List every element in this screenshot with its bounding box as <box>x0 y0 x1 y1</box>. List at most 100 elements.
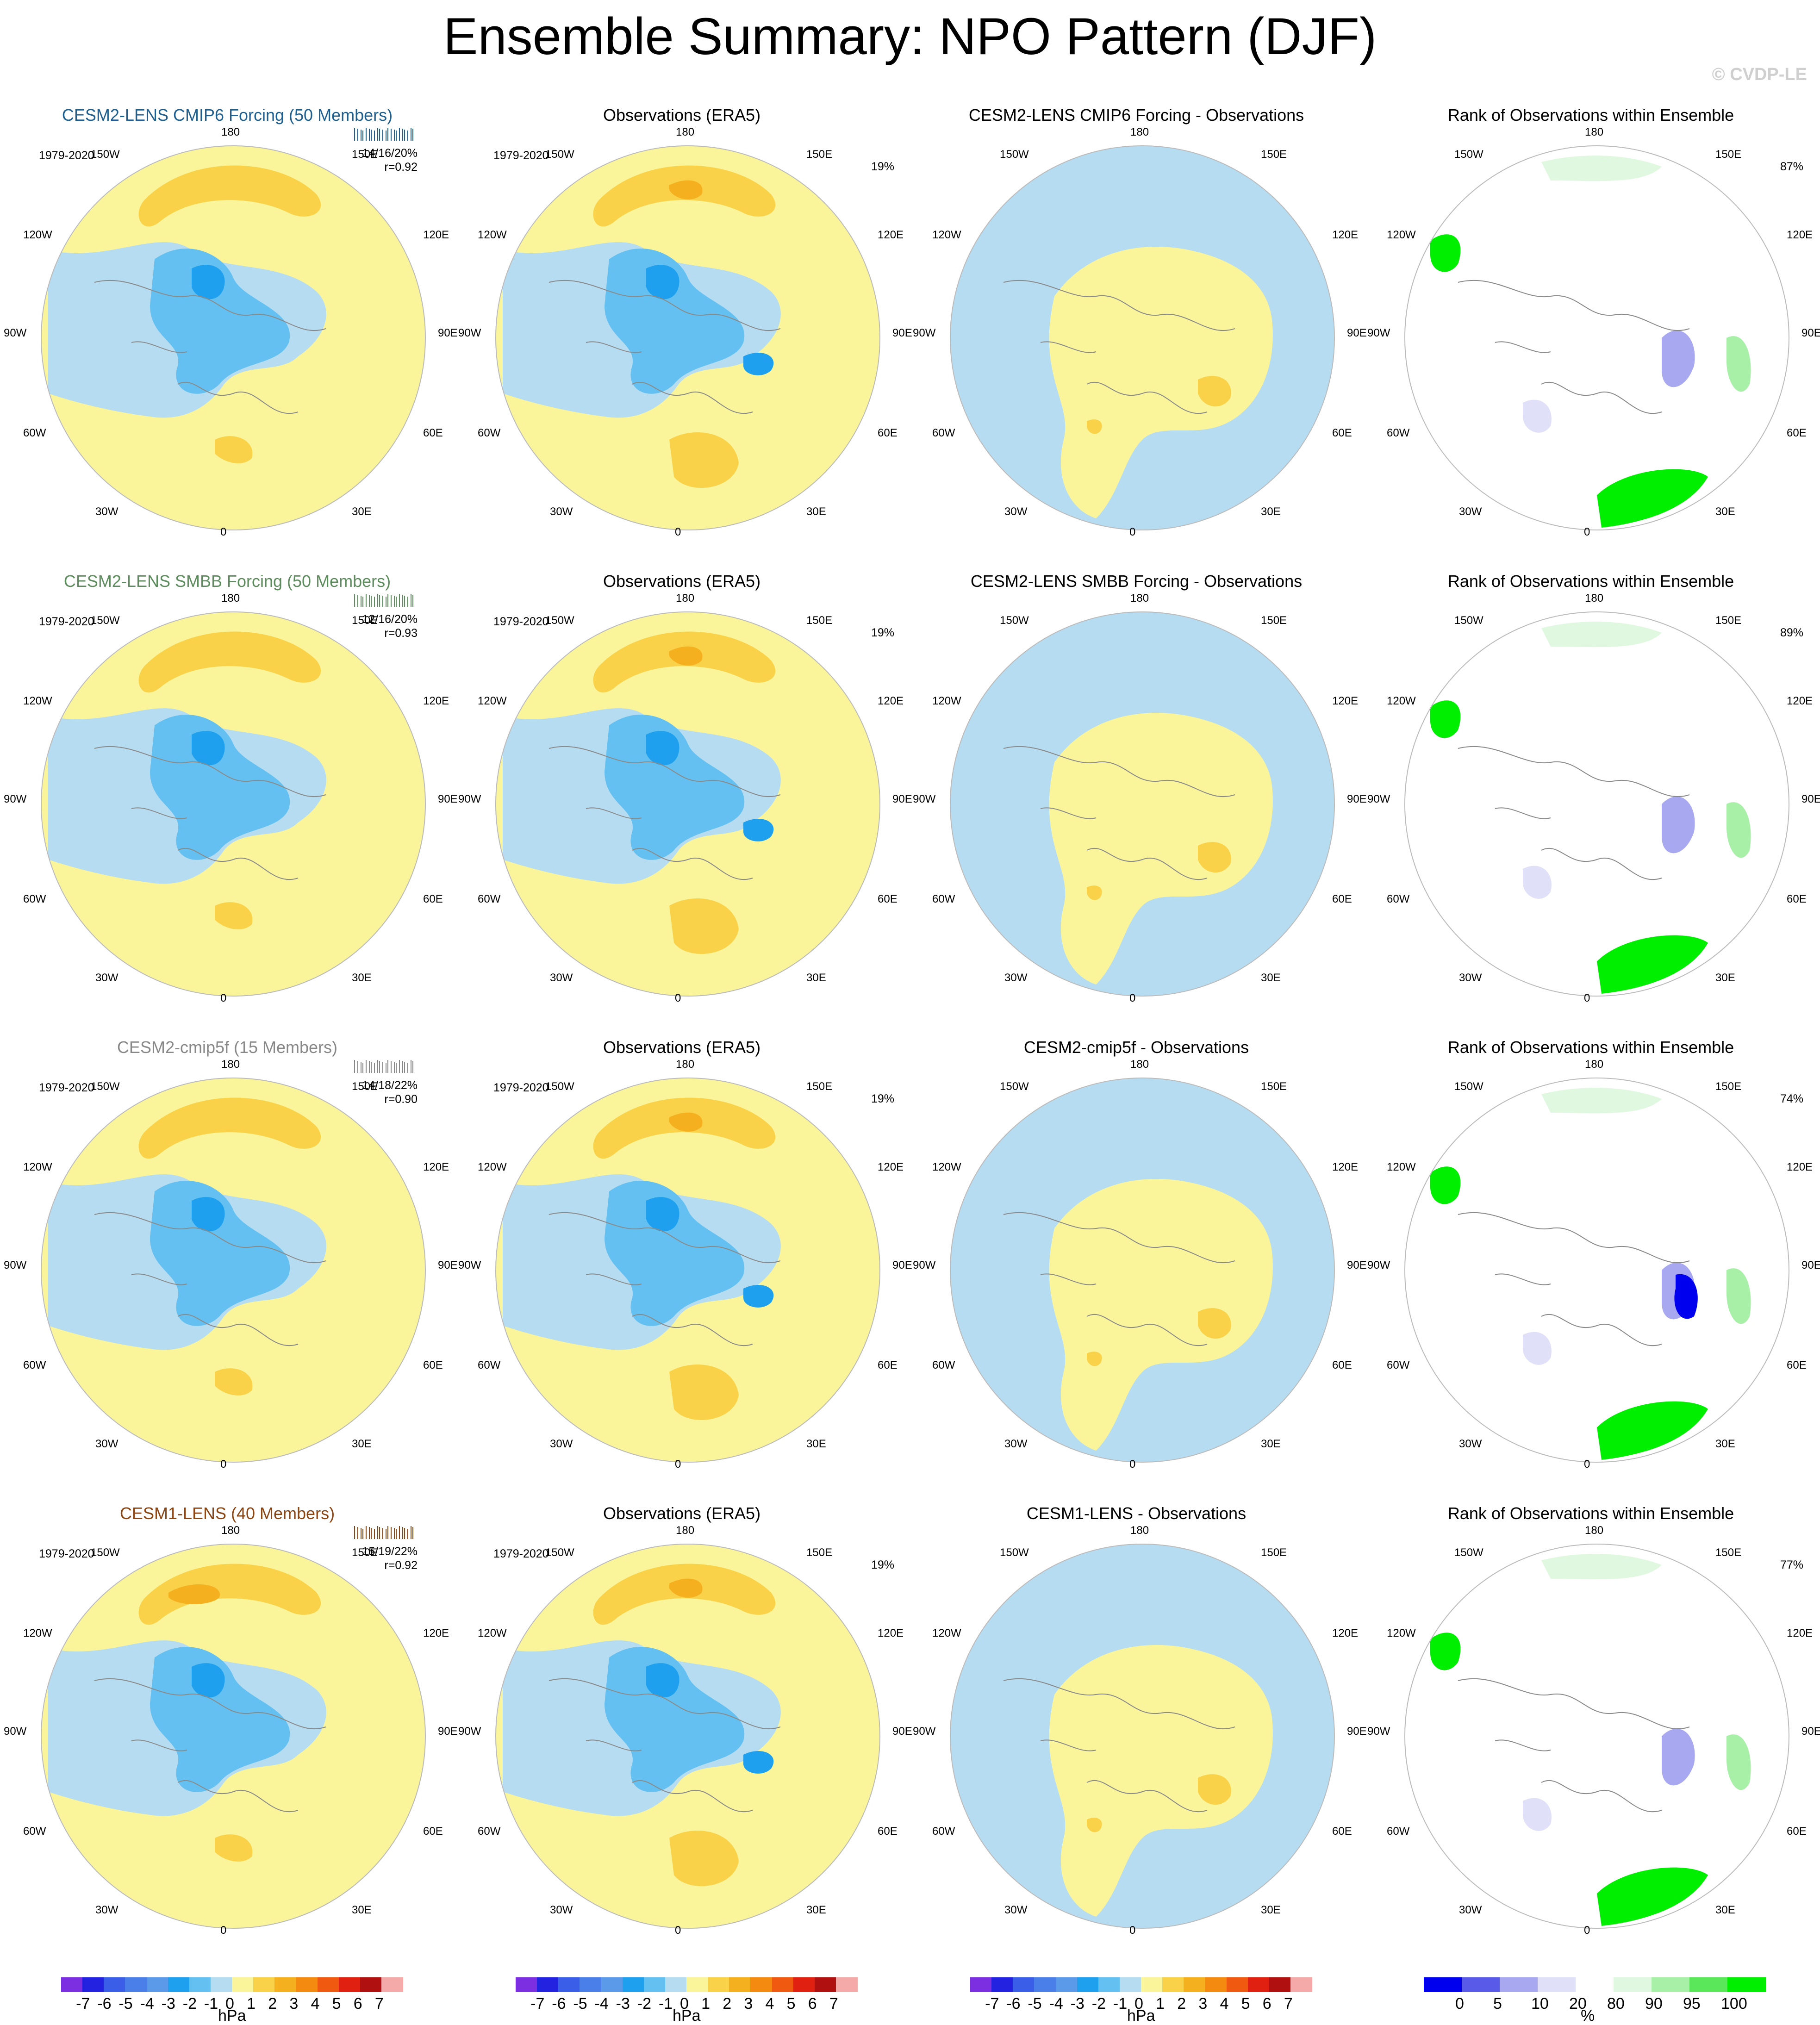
colorbar-swatch <box>1226 1977 1248 1992</box>
longitude-label: 90E <box>438 327 458 339</box>
longitude-label: 180 <box>221 1524 240 1537</box>
longitude-label: 150E <box>806 1080 833 1093</box>
colorbar-swatch <box>189 1977 211 1992</box>
colorbar-swatch <box>1184 1977 1206 1992</box>
longitude-label: 60E <box>1332 1359 1352 1371</box>
period-label: 1979-2020 <box>493 1081 549 1094</box>
period-label: 1979-2020 <box>39 1547 94 1560</box>
colorbar-swatch <box>643 1977 666 1992</box>
longitude-label: 90W <box>913 793 936 805</box>
map-border <box>41 1078 426 1463</box>
longitude-label: 60W <box>1387 1825 1410 1838</box>
map-border <box>495 1078 880 1463</box>
longitude-label: 120E <box>878 1161 904 1173</box>
model-panel: CESM2-LENS CMIP6 Forcing (50 Members) 180… <box>0 74 458 541</box>
yellow-arc-core <box>669 1112 703 1132</box>
green-patch-e <box>1727 1734 1751 1790</box>
longitude-label: 90E <box>1347 1725 1367 1738</box>
longitude-label: 90W <box>4 1259 27 1271</box>
longitude-label: 90W <box>913 1725 936 1738</box>
colorbar-label: -2 <box>1091 1995 1106 2013</box>
green-patch-s <box>1597 1867 1708 1926</box>
map-border <box>495 145 880 530</box>
longitude-label: 0 <box>220 992 227 1004</box>
stats-block: 14/18/22% r=0.90 <box>353 1078 418 1106</box>
longitude-label: 0 <box>675 526 681 538</box>
colorbar-swatch <box>338 1977 361 1992</box>
green-patch-e <box>1727 802 1751 858</box>
longitude-label: 60E <box>1332 893 1352 905</box>
colorbar-swatch <box>772 1977 794 1992</box>
longitude-label: 30E <box>1715 505 1735 518</box>
purple-patch-west <box>1523 1332 1552 1365</box>
longitude-label: 150W <box>1454 1546 1483 1559</box>
obs-panel: Observations (ERA5) 180 150E 120E 90E 60E 30E 0… <box>455 74 912 541</box>
colorbar-label: 6 <box>808 1995 817 2013</box>
colorbar-label: 1 <box>1156 1995 1165 2013</box>
colorbar-swatch <box>622 1977 644 1992</box>
blue-center <box>646 1197 679 1232</box>
colorbar-label: 5 <box>332 1995 341 2013</box>
colorbar-label: 6 <box>1262 1995 1272 2013</box>
longitude-label: 30W <box>95 972 118 984</box>
colorbar-swatch <box>1727 1977 1766 1992</box>
blue-core <box>150 715 290 860</box>
longitude-label: 150W <box>91 148 120 161</box>
longitude-label: 150W <box>1000 1546 1029 1559</box>
model-panel: CESM1-LENS (40 Members) 180 150E 120E 90E 60E… <box>0 1472 458 1939</box>
longitude-label: 150E <box>352 614 378 627</box>
longitude-label: 120E <box>878 229 904 241</box>
green-patch-n <box>1541 1088 1662 1114</box>
longitude-label: 90E <box>1347 327 1367 339</box>
colorbar <box>1424 1977 1766 1992</box>
map-border <box>41 1544 426 1929</box>
colorbar-swatch <box>1247 1977 1270 1992</box>
longitude-label: 0 <box>675 992 681 1004</box>
green-patch-n <box>1541 1554 1662 1580</box>
colorbar-swatch <box>835 1977 858 1992</box>
longitude-label: 0 <box>220 526 227 538</box>
blue-core <box>150 249 290 394</box>
blue-east <box>743 352 774 375</box>
colorbar-swatch <box>296 1977 318 1992</box>
polar-map <box>1404 1544 1789 1929</box>
longitude-label: 150E <box>1715 1546 1742 1559</box>
longitude-label: 90E <box>1801 1725 1820 1738</box>
colorbar-label: 5 <box>786 1995 796 2013</box>
diff-title: CESM2-LENS SMBB Forcing - Observations <box>970 572 1303 591</box>
yellow-blob-small <box>1087 419 1102 434</box>
rank-pct: 74% <box>1780 1092 1804 1105</box>
obs-variance-pct: 19% <box>871 160 895 173</box>
colorbar-swatch <box>1576 1977 1614 1992</box>
colorbar-swatch <box>665 1977 687 1992</box>
longitude-label: 120E <box>1787 229 1813 241</box>
longitude-label: 90E <box>1801 1259 1820 1271</box>
longitude-label: 60W <box>478 893 501 905</box>
longitude-label: 60W <box>932 1359 955 1371</box>
longitude-label: 150E <box>352 1546 378 1559</box>
green-patch-s <box>1597 1401 1708 1460</box>
colorbar-swatch <box>601 1977 623 1992</box>
colorbar-swatch <box>686 1977 709 1992</box>
blue-core <box>150 1181 290 1326</box>
longitude-label: 0 <box>1584 1458 1590 1470</box>
rank-panel: Rank of Observations within Ensemble 180 1… <box>1364 540 1820 1007</box>
diff-panel: CESM2-cmip5f - Observations 180 150E 120E 90… <box>909 1006 1367 1473</box>
colorbar-swatch <box>61 1977 83 1992</box>
blue-east <box>743 818 774 841</box>
longitude-label: 90W <box>913 1259 936 1271</box>
longitude-label: 60E <box>423 893 443 905</box>
longitude-label: 150W <box>1454 1080 1483 1093</box>
longitude-label: 120E <box>1787 1627 1813 1639</box>
obs-title: Observations (ERA5) <box>603 106 761 125</box>
map-border <box>1404 145 1789 530</box>
colorbar-label: 100 <box>1721 1995 1747 2013</box>
longitude-label: 90E <box>438 1259 458 1271</box>
colorbar-label: 4 <box>311 1995 320 2013</box>
map-container <box>39 1542 428 1931</box>
coastline <box>94 1212 326 1346</box>
period-label: 1979-2020 <box>493 149 549 162</box>
longitude-label: 60W <box>1387 893 1410 905</box>
map-container <box>493 1076 882 1464</box>
longitude-label: 150E <box>1261 148 1287 161</box>
